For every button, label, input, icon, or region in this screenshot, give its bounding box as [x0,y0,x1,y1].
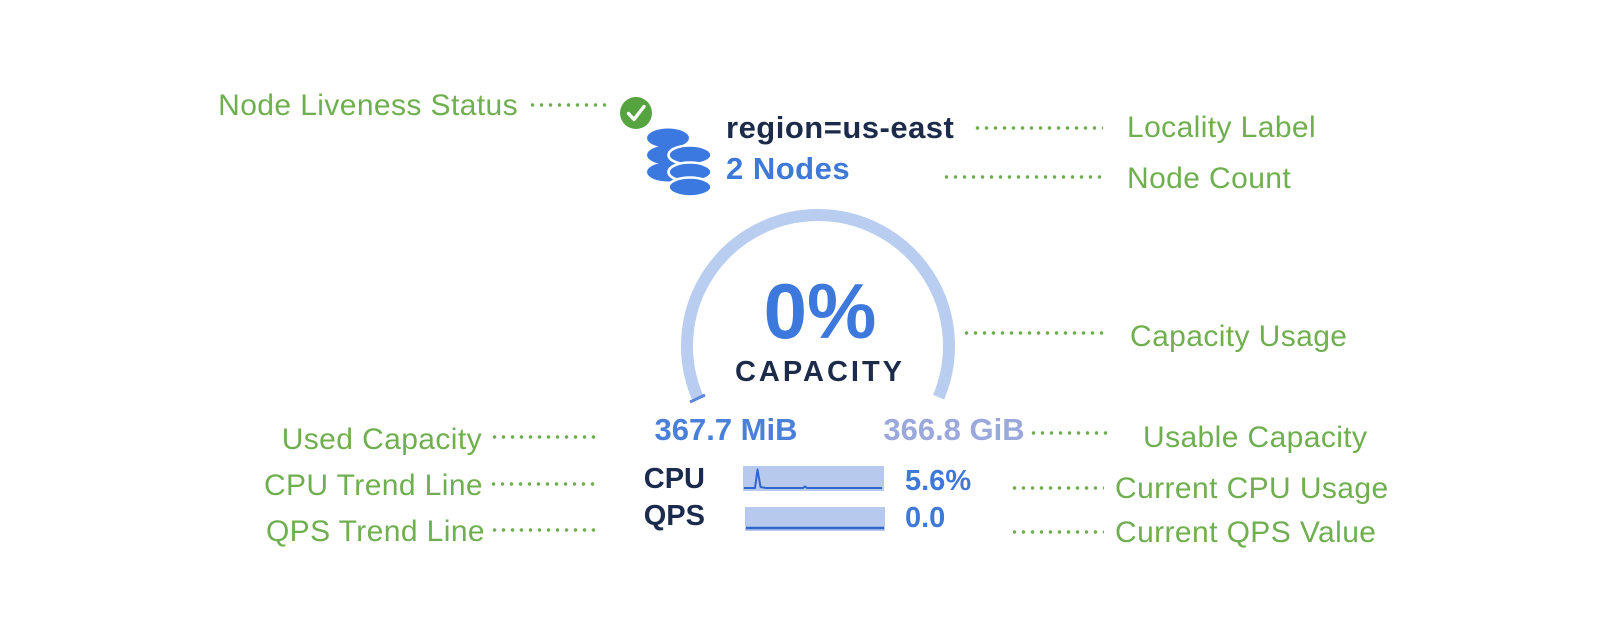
callout-qps-trend-line: QPS Trend Line [265,515,485,548]
cpu-trend-sparkline [743,466,884,491]
qps-trend-sparkline [745,507,885,531]
qps-label: QPS [643,500,705,532]
cpu-label: CPU [643,463,705,495]
leader-dots [1010,485,1104,491]
locality-label: region=us-east [726,110,955,145]
leader-dots [1029,430,1108,436]
leader-dots [942,174,1104,180]
callout-usable-capacity: Usable Capacity [1143,421,1368,454]
callout-node-liveness-status: Node Liveness Status [218,89,518,122]
leader-dots [973,125,1103,131]
gauge-needle [689,393,706,404]
capacity-caption: CAPACITY [734,356,906,388]
callout-current-qps-value: Current QPS Value [1115,516,1377,549]
leader-dots [490,527,596,533]
leader-dots [962,330,1107,336]
callout-capacity-usage: Capacity Usage [1130,320,1348,353]
usable-capacity-value: 366.8 GiB [883,412,1025,447]
callout-used-capacity: Used Capacity [281,423,482,456]
callout-node-count: Node Count [1127,162,1292,195]
leader-dots [528,102,610,108]
used-capacity-value: 367.7 MiB [654,412,798,447]
leader-dots [490,434,596,440]
capacity-gauge-arc [681,209,955,404]
callout-current-cpu-usage: Current CPU Usage [1115,472,1389,505]
capacity-usage-percent: 0% [763,267,877,355]
callout-locality-label: Locality Label [1127,111,1317,144]
check-circle-icon [618,95,654,131]
node-count: 2 Nodes [726,151,851,186]
qps-value: 0.0 [905,502,946,534]
leader-dots [489,481,596,487]
cpu-usage-value: 5.6% [905,465,972,497]
database-stack-icon [647,128,713,198]
leader-dots [1010,529,1104,535]
callout-cpu-trend-line: CPU Trend Line [263,469,483,502]
